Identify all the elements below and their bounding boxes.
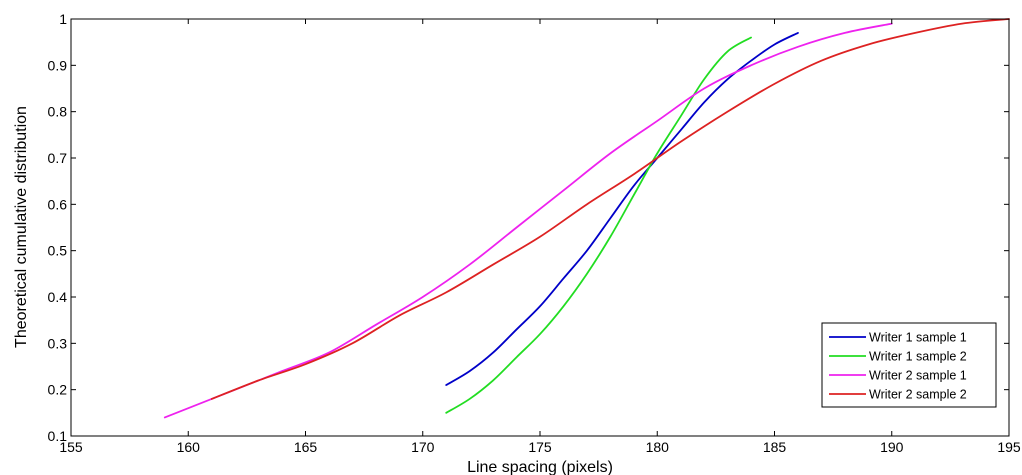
- x-tick-label: 170: [411, 439, 435, 455]
- y-tick-label: 0.8: [48, 104, 68, 120]
- legend: Writer 1 sample 1 Writer 1 sample 2 Writer…: [821, 322, 997, 408]
- x-tick-label: 180: [646, 439, 670, 455]
- y-axis: 0.1 0.2 0.3 0.4 0.5 0.6 0.7 0.8 0.9 1: [48, 11, 1009, 444]
- legend-label-4: Writer 2 sample 2: [869, 388, 967, 402]
- legend-label-1: Writer 1 sample 1: [869, 331, 967, 345]
- x-axis: 155 160 165 170 175 180 185 190 195: [59, 19, 1021, 455]
- x-tick-label: 190: [880, 439, 904, 455]
- y-axis-label: Theoretical cumulative distribution: [13, 106, 30, 348]
- legend-label-2: Writer 1 sample 2: [869, 350, 967, 364]
- x-axis-label: Line spacing (pixels): [467, 459, 613, 475]
- x-tick-label: 195: [997, 439, 1021, 455]
- x-tick-label: 165: [294, 439, 318, 455]
- y-tick-label: 0.1: [48, 428, 68, 444]
- series-layer: [163, 18, 1010, 419]
- x-tick-label: 155: [59, 439, 83, 455]
- y-tick-label: 0.7: [48, 150, 68, 166]
- x-tick-label: 175: [528, 439, 552, 455]
- y-tick-label: 0.2: [48, 382, 68, 398]
- y-tick-label: 0.5: [48, 243, 68, 259]
- legend-label-3: Writer 2 sample 1: [869, 369, 967, 383]
- y-tick-label: 0.9: [48, 57, 68, 73]
- series-line-2: [445, 36, 752, 414]
- x-tick-label: 160: [177, 439, 201, 455]
- y-tick-label: 0.3: [48, 335, 68, 351]
- series-line-1: [445, 32, 799, 386]
- x-tick-label: 185: [763, 439, 787, 455]
- y-tick-label: 0.6: [48, 196, 68, 212]
- series-line-4: [210, 18, 1010, 400]
- y-tick-label: 0.4: [48, 289, 68, 305]
- plot-frame: [70, 18, 1010, 437]
- y-tick-label: 1: [59, 11, 67, 27]
